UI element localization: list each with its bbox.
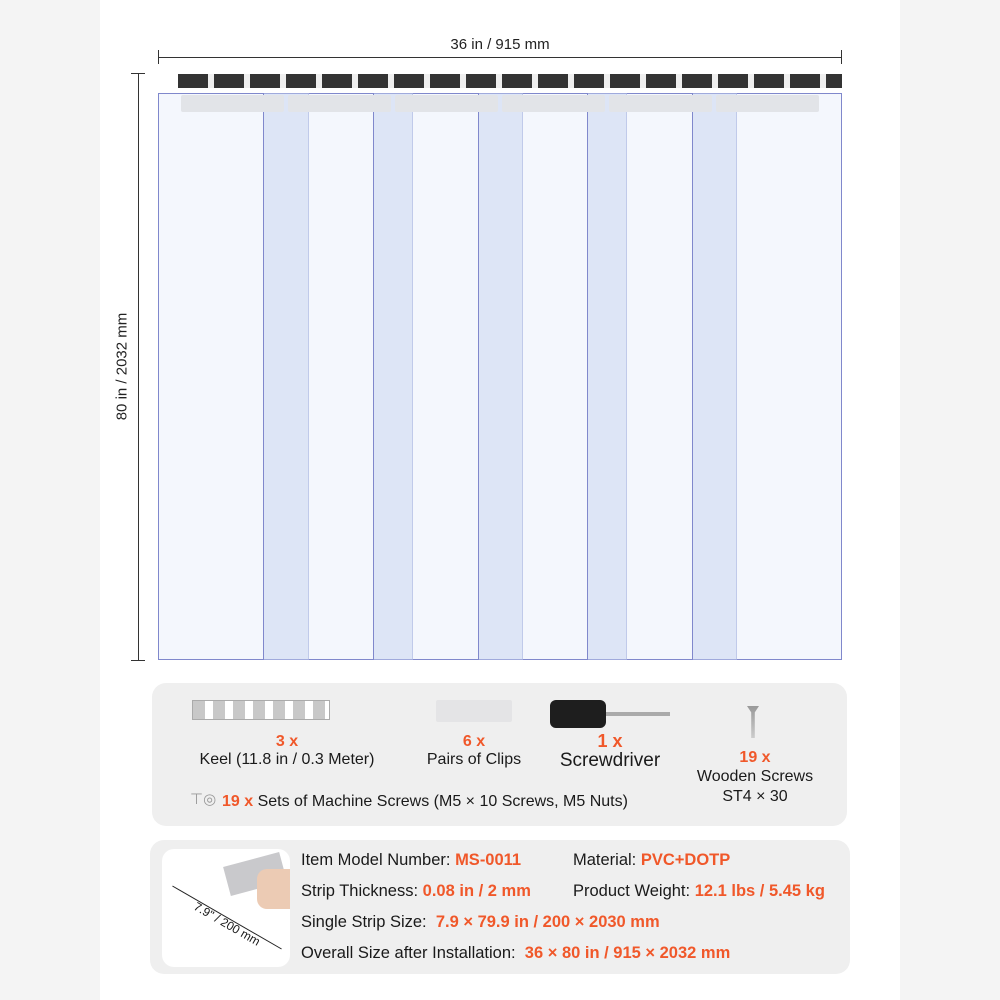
keel-rail (178, 74, 842, 88)
spec-weight: Product Weight: 12.1 lbs / 5.45 kg (573, 882, 825, 900)
width-dimension-line (158, 57, 842, 58)
clip (288, 95, 391, 112)
wooden-screws-name: Wooden Screws (696, 768, 814, 785)
dim-tick (131, 73, 145, 74)
wooden-screws-size: ST4 × 30 (722, 788, 788, 805)
strip-overlap (588, 93, 627, 660)
screwdriver-name: Screwdriver (559, 750, 661, 771)
screwdriver-qty: 1 x (597, 731, 623, 751)
hand-photo (257, 869, 290, 909)
keel-qty: 3 x (275, 733, 299, 750)
clip (502, 95, 605, 112)
machine-screws: 19 x Sets of Machine Screws (M5 × 10 Scr… (222, 793, 628, 811)
clips-name: Pairs of Clips (426, 751, 522, 768)
clip (181, 95, 284, 112)
curtain-strip (692, 93, 842, 660)
height-dimension: 80 in / 2032 mm (113, 312, 131, 421)
clip (395, 95, 498, 112)
spec-material: Material: PVC+DOTP (573, 851, 731, 869)
wooden-screws-qty: 19 x (739, 749, 771, 766)
spec-single-strip: Single Strip Size: 7.9 × 79.9 in / 200 ×… (301, 913, 660, 931)
screwdriver-icon (550, 700, 606, 728)
strip-overlap (479, 93, 523, 660)
strip-overlap (264, 93, 309, 660)
keel-icon (192, 700, 330, 720)
dim-tick (841, 50, 842, 64)
strip-overlap (374, 93, 413, 660)
machine-screws-name: Sets of Machine Screws (M5 × 10 Screws, … (257, 793, 628, 810)
clip (609, 95, 712, 112)
height-dimension-line (138, 73, 139, 660)
spec-model: Item Model Number: MS-0011 (301, 851, 522, 869)
keel-name: Keel (11.8 in / 0.3 Meter) (199, 751, 375, 768)
machine-screws-qty: 19 x (222, 793, 254, 810)
strip-photo: 7.9" / 200 mm (162, 849, 290, 967)
width-dimension: 36 in / 915 mm (450, 36, 550, 53)
dim-tick (131, 660, 145, 661)
machine-screw-icon: ⊤◎ (190, 791, 217, 808)
dim-tick (158, 50, 159, 64)
screwdriver-shaft (606, 712, 670, 716)
strip-overlap (693, 93, 737, 660)
clips-qty: 6 x (462, 733, 486, 750)
clips-icon (436, 700, 512, 722)
spec-thickness: Strip Thickness: 0.08 in / 2 mm (301, 882, 531, 900)
spec-overall-size: Overall Size after Installation: 36 × 80… (301, 944, 731, 962)
clip (716, 95, 819, 112)
